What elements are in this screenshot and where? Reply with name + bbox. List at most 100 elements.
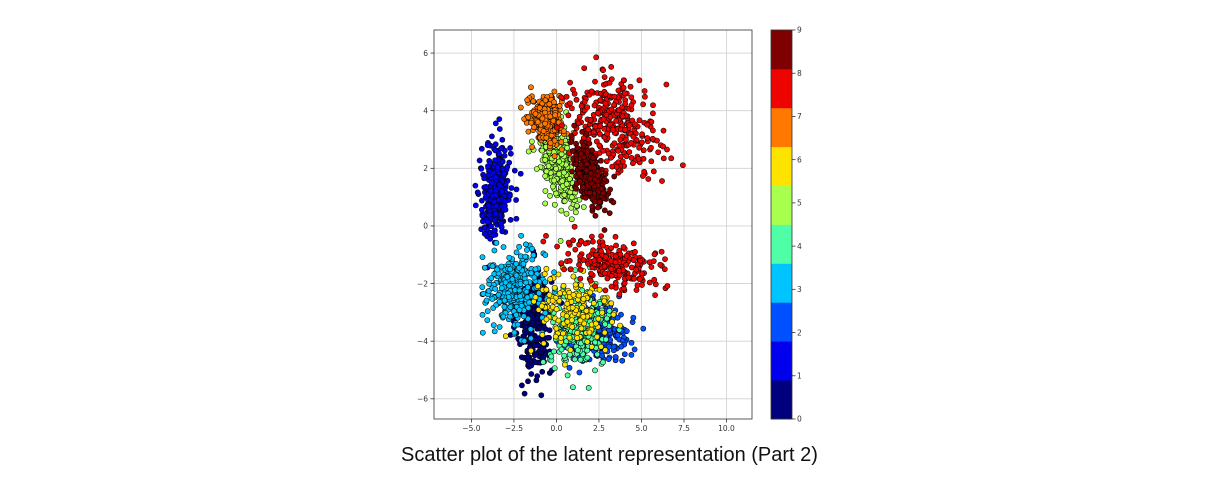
scatter-point: [528, 335, 534, 342]
colorbar-tick-label: 5: [797, 199, 802, 208]
colorbar-tick-label: 1: [797, 371, 802, 380]
scatter-point: [590, 129, 597, 136]
scatter-point: [547, 276, 554, 282]
scatter-point: [668, 155, 675, 162]
scatter-point: [556, 158, 563, 165]
scatter-point: [616, 291, 623, 298]
scatter-point: [565, 239, 572, 246]
scatter-point: [619, 113, 626, 120]
scatter-point: [546, 327, 553, 334]
scatter-point: [611, 140, 618, 147]
scatter-point: [603, 111, 610, 118]
scatter-point: [520, 260, 527, 267]
scatter-point: [531, 274, 538, 281]
scatter-point: [627, 83, 634, 90]
scatter-point: [566, 176, 573, 182]
scatter-point: [516, 243, 522, 250]
colorbar-band: [771, 30, 792, 70]
scatter-point: [609, 163, 616, 170]
scatter-point: [628, 352, 635, 358]
scatter-point: [614, 332, 621, 338]
scatter-point: [551, 177, 557, 184]
scatter-point: [572, 130, 578, 136]
colorbar-tick-label: 8: [797, 69, 802, 78]
scatter-point: [601, 270, 608, 277]
scatter-point: [556, 103, 563, 109]
scatter-point: [525, 378, 531, 385]
scatter-point: [546, 101, 553, 108]
colorbar-bands: [771, 30, 792, 420]
scatter-point: [601, 329, 608, 336]
x-tick-label: 5.0: [635, 424, 647, 433]
scatter-point: [558, 207, 565, 214]
scatter-point: [650, 102, 656, 109]
scatter-point: [517, 293, 524, 300]
x-axis-ticks: −5.0 −2.5 0.0 2.5 5.0 7.5 10.0: [462, 419, 735, 433]
scatter-point: [595, 315, 602, 322]
scatter-point: [552, 112, 558, 118]
scatter-point: [658, 248, 665, 255]
scatter-point: [551, 153, 558, 159]
scatter-point: [568, 216, 575, 223]
scatter-point: [568, 194, 575, 201]
scatter-point: [589, 203, 596, 210]
scatter-point: [521, 324, 528, 330]
scatter-point: [558, 151, 565, 158]
scatter-point: [492, 286, 499, 292]
scatter-point: [542, 200, 549, 207]
scatter-point: [640, 101, 646, 108]
scatter-point: [599, 309, 605, 316]
scatter-point: [544, 335, 551, 341]
scatter-point: [539, 332, 546, 338]
scatter-point: [549, 297, 556, 304]
scatter-point: [596, 286, 603, 293]
scatter-point: [505, 294, 512, 300]
scatter-point: [630, 160, 636, 167]
colorbar-tick-label: 4: [797, 242, 802, 251]
scatter-point: [526, 299, 533, 306]
scatter-point: [535, 283, 541, 290]
scatter-point: [493, 239, 500, 246]
scatter-point: [615, 87, 622, 94]
scatter-point: [628, 339, 635, 346]
scatter-point: [649, 135, 656, 142]
scatter-point: [576, 369, 583, 376]
scatter-point: [532, 359, 539, 366]
scatter-point: [633, 287, 640, 293]
scatter-point: [558, 139, 565, 145]
scatter-point: [659, 178, 665, 184]
scatter-point: [561, 192, 568, 198]
scatter-point: [548, 353, 555, 360]
scatter-point: [641, 88, 648, 94]
scatter-point: [552, 333, 559, 340]
scatter-point: [628, 140, 634, 146]
scatter-point: [525, 284, 531, 291]
scatter-point: [578, 151, 584, 157]
scatter-point: [558, 146, 565, 153]
scatter-point: [496, 298, 503, 305]
scatter-point: [501, 303, 508, 310]
scatter-point: [601, 74, 608, 80]
scatter-point: [557, 238, 564, 244]
scatter-point: [598, 233, 604, 239]
scatter-point: [632, 121, 638, 128]
scatter-point: [640, 325, 647, 332]
scatter-point: [593, 54, 600, 61]
scatter-point: [590, 238, 596, 245]
scatter-point: [620, 77, 627, 84]
scatter-point: [491, 217, 498, 223]
scatter-point: [529, 144, 535, 150]
scatter-point: [595, 204, 601, 211]
scatter-point: [540, 359, 547, 365]
scatter-point: [626, 149, 633, 155]
colorbar-band: [771, 107, 792, 148]
scatter-point: [507, 217, 514, 223]
scatter-point: [499, 188, 505, 195]
scatter-point: [545, 163, 552, 169]
scatter-point: [480, 290, 487, 297]
scatter-point: [590, 155, 597, 161]
scatter-point: [561, 352, 568, 359]
scatter-point: [540, 340, 547, 347]
scatter-point: [542, 188, 549, 194]
scatter-point: [501, 297, 508, 304]
